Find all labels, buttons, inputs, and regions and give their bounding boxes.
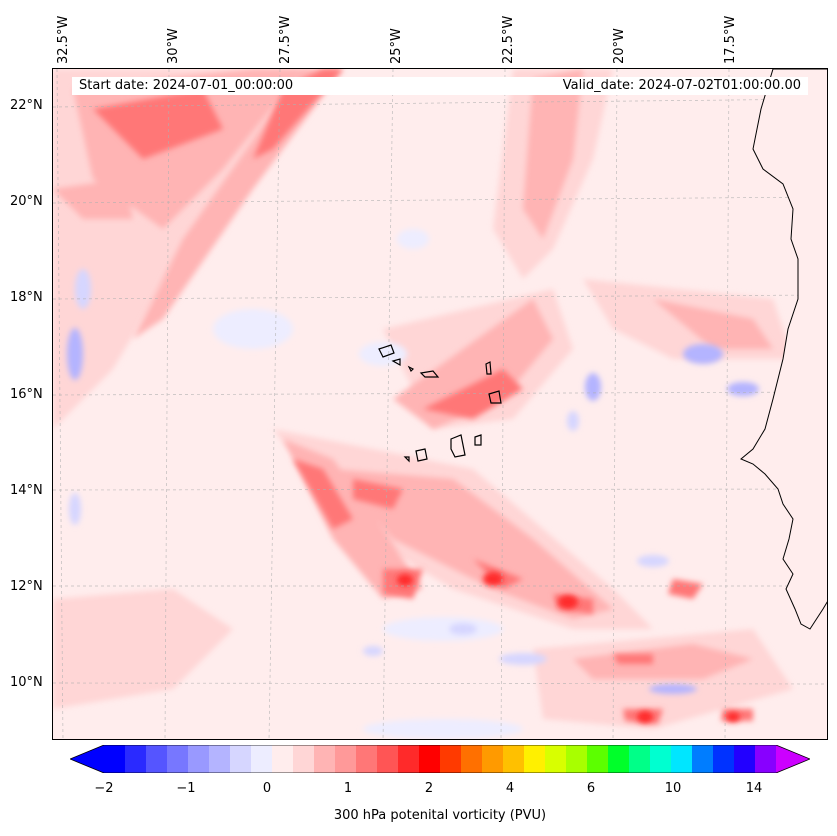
colorbar-swatch	[650, 745, 672, 773]
lon-label: 27.5°W	[278, 15, 293, 64]
coastline	[740, 69, 827, 630]
colorbar-swatch	[482, 745, 504, 773]
colorbar-tick: −1	[176, 781, 196, 796]
colorbar-tick: 10	[664, 781, 682, 796]
colorbar-tick: 1	[343, 781, 353, 796]
colorbar-swatch	[125, 745, 147, 773]
colorbar-swatch	[566, 745, 588, 773]
valid-date-text: Valid_date: 2024-07-02T01:00:00.00	[562, 78, 801, 93]
date-info-strip: Start date: 2024-07-01_00:00:00 Valid_da…	[72, 77, 808, 95]
colorbar-swatch	[734, 745, 756, 773]
lat-label: 20°N	[10, 194, 43, 209]
cape-verde-islands	[378, 344, 502, 463]
colorbar-max-arrow	[776, 745, 810, 773]
colorbar-swatch	[545, 745, 567, 773]
colorbar-swatch	[335, 745, 357, 773]
lon-label: 30°W	[166, 28, 181, 64]
colorbar-swatch	[608, 745, 630, 773]
colorbar-swatch	[692, 745, 714, 773]
lon-label: 22.5°W	[501, 15, 516, 64]
lon-label: 32.5°W	[56, 15, 71, 64]
colorbar-swatch	[440, 745, 462, 773]
lat-label: 18°N	[10, 290, 43, 305]
colorbar-tick: 2	[424, 781, 434, 796]
colorbar-tick: −2	[94, 781, 114, 796]
colorbar-swatch	[209, 745, 231, 773]
lat-label: 12°N	[10, 579, 43, 594]
colorbar	[68, 744, 812, 774]
colorbar-swatch	[461, 745, 483, 773]
lat-label: 16°N	[10, 387, 43, 402]
colorbar-swatch	[104, 745, 126, 773]
colorbar-swatch	[503, 745, 525, 773]
colorbar-swatch	[524, 745, 546, 773]
lat-label: 14°N	[10, 483, 43, 498]
colorbar-swatch	[293, 745, 315, 773]
lat-label: 22°N	[10, 98, 43, 113]
lat-label: 10°N	[10, 675, 43, 690]
map-panel	[52, 68, 828, 740]
colorbar-swatch	[314, 745, 336, 773]
colorbar-swatch	[629, 745, 651, 773]
lon-label: 17.5°W	[723, 15, 738, 64]
colorbar-svg	[68, 744, 812, 774]
pv-field-map	[53, 69, 827, 739]
colorbar-swatch	[398, 745, 420, 773]
colorbar-tick: 6	[586, 781, 596, 796]
colorbar-tick: 4	[505, 781, 515, 796]
start-date-text: Start date: 2024-07-01_00:00:00	[79, 78, 294, 93]
colorbar-swatch	[377, 745, 399, 773]
colorbar-swatch	[251, 745, 273, 773]
colorbar-tick: 0	[262, 781, 272, 796]
lon-label: 25°W	[389, 28, 404, 64]
colorbar-label: 300 hPa potenital vorticity (PVU)	[333, 808, 547, 823]
colorbar-swatch	[755, 745, 777, 773]
colorbar-swatch	[419, 745, 441, 773]
colorbar-swatch	[188, 745, 210, 773]
colorbar-tick: 14	[745, 781, 763, 796]
colorbar-swatch	[671, 745, 693, 773]
colorbar-swatch	[272, 745, 294, 773]
colorbar-swatch	[587, 745, 609, 773]
colorbar-swatch	[146, 745, 168, 773]
colorbar-swatch	[167, 745, 189, 773]
colorbar-swatch	[356, 745, 378, 773]
colorbar-swatch	[230, 745, 252, 773]
lon-label: 20°W	[612, 28, 627, 64]
colorbar-min-arrow	[70, 745, 104, 773]
colorbar-swatch	[713, 745, 735, 773]
